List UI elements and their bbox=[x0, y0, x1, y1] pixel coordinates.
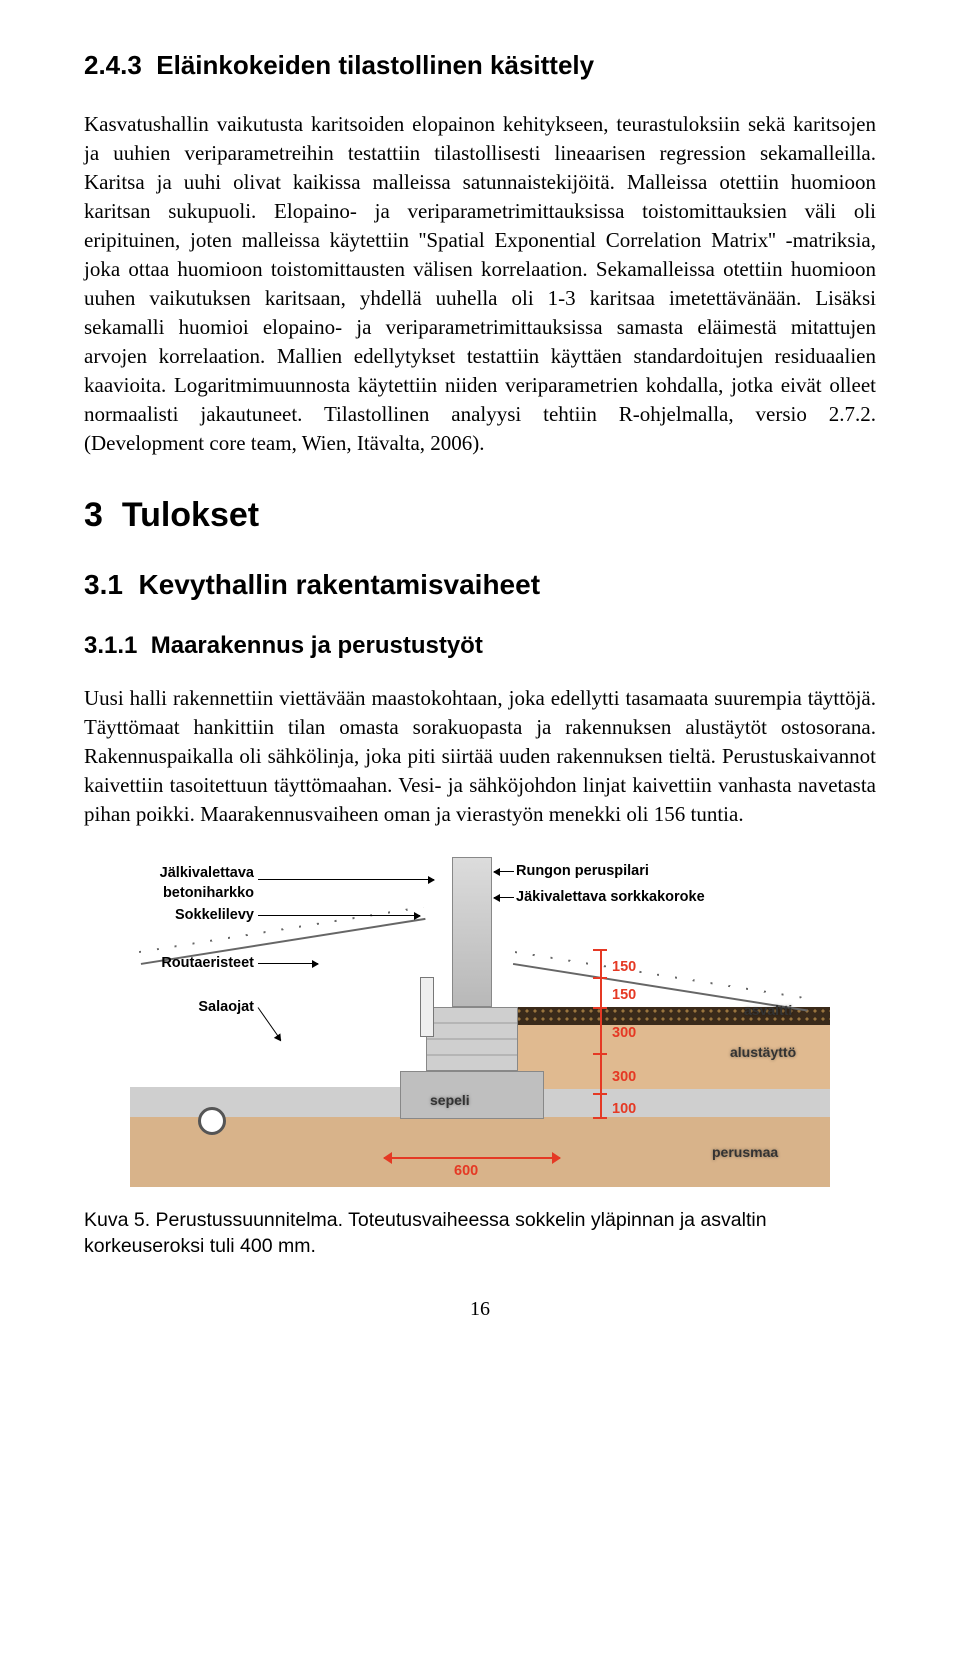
heading-3-1-1: 3.1.1 Maarakennus ja perustustyöt bbox=[84, 629, 876, 662]
figure-caption: Kuva 5. Perustussuunnitelma. Toteutusvai… bbox=[84, 1207, 876, 1260]
dim-cap bbox=[593, 977, 607, 979]
dim-300b: 300 bbox=[612, 1067, 636, 1087]
dim-cap bbox=[593, 1093, 607, 1095]
dim-cap bbox=[593, 949, 607, 951]
callout-betoniharkko: Jälkivalettava betoniharkko bbox=[74, 863, 254, 903]
callout-salaojat: Salaojat bbox=[74, 997, 254, 1017]
label-asvaltti: asvaltti bbox=[744, 1001, 792, 1020]
label-sepeli: sepeli bbox=[430, 1091, 470, 1110]
leader-line bbox=[258, 879, 434, 880]
heading-num: 3 bbox=[84, 496, 103, 534]
heading-num: 3.1 bbox=[84, 569, 123, 600]
dim-150a: 150 bbox=[612, 957, 636, 977]
footing-base bbox=[400, 1071, 544, 1119]
label-perusmaa: perusmaa bbox=[712, 1143, 778, 1162]
heading-2-4-3: 2.4.3 Eläinkokeiden tilastollinen käsitt… bbox=[84, 48, 876, 84]
dim-600: 600 bbox=[454, 1161, 478, 1181]
heading-3-1: 3.1 Kevythallin rakentamisvaiheet bbox=[84, 566, 876, 605]
figure-5: sepeli perusmaa alustäyttö asvaltti Jälk… bbox=[84, 857, 876, 1187]
heading-title: Kevythallin rakentamisvaiheet bbox=[139, 569, 541, 600]
dim-cap bbox=[593, 1007, 607, 1009]
dim-150b: 150 bbox=[612, 985, 636, 1005]
dim-600-line bbox=[384, 1157, 560, 1159]
page-number: 16 bbox=[84, 1296, 876, 1324]
heading-num: 2.4.3 bbox=[84, 50, 142, 80]
dim-cap bbox=[593, 1053, 607, 1055]
callout-sorkkakoroke: Jäkivalettava sorkkakoroke bbox=[516, 887, 756, 907]
leader-line bbox=[258, 963, 318, 964]
leader-line bbox=[494, 897, 514, 898]
sokkeli-panel bbox=[420, 977, 434, 1037]
leader-line bbox=[258, 915, 420, 916]
heading-title: Tulokset bbox=[122, 496, 259, 534]
footing-block bbox=[426, 1007, 518, 1071]
leader-line bbox=[258, 1007, 282, 1040]
drain-pipe-icon bbox=[198, 1107, 226, 1135]
callout-routaeristeet: Routaeristeet bbox=[74, 953, 254, 973]
heading-title: Eläinkokeiden tilastollinen käsittely bbox=[156, 50, 594, 80]
label-alustaytto: alustäyttö bbox=[730, 1043, 796, 1062]
paragraph-methods: Kasvatushallin vaikutusta karitsoiden el… bbox=[84, 110, 876, 458]
callout-sokkelilevy: Sokkelilevy bbox=[74, 905, 254, 925]
heading-title: Maarakennus ja perustustyöt bbox=[151, 632, 483, 659]
dim-100: 100 bbox=[612, 1099, 636, 1119]
dim-axis bbox=[600, 949, 602, 1117]
dim-cap bbox=[593, 1117, 607, 1119]
dim-300a: 300 bbox=[612, 1023, 636, 1043]
callout-peruspilari: Rungon peruspilari bbox=[516, 861, 736, 881]
heading-3: 3 Tulokset bbox=[84, 492, 876, 539]
heading-num: 3.1.1 bbox=[84, 632, 137, 659]
leader-line bbox=[494, 871, 514, 872]
column-pillar bbox=[452, 857, 492, 1007]
paragraph-construction: Uusi halli rakennettiin viettävään maast… bbox=[84, 684, 876, 829]
foundation-diagram: sepeli perusmaa alustäyttö asvaltti Jälk… bbox=[130, 857, 830, 1187]
